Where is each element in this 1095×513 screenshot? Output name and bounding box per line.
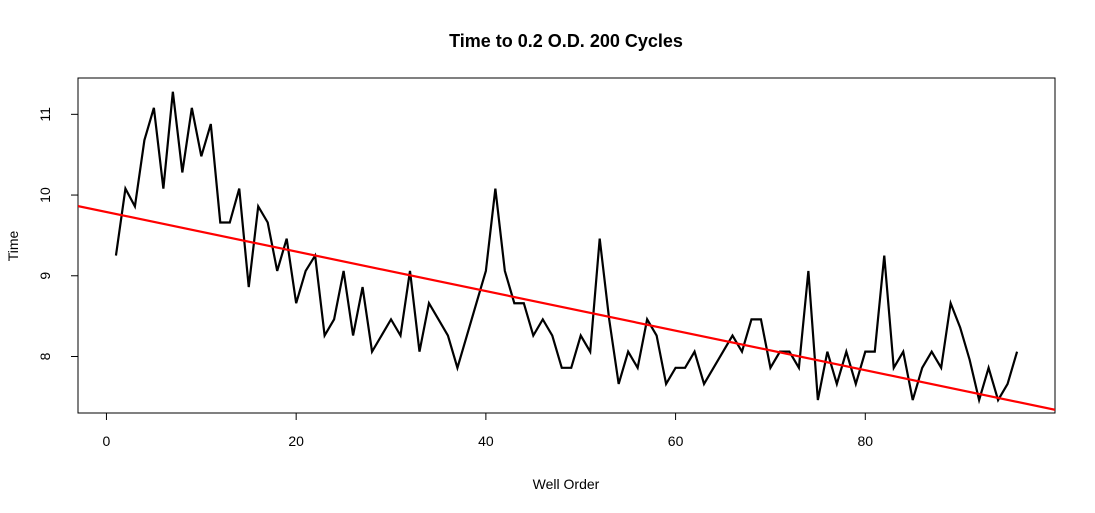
- x-tick-label: 0: [103, 433, 111, 449]
- y-tick-label: 10: [37, 187, 53, 203]
- x-tick-label: 60: [668, 433, 684, 449]
- regression-trend-line: [78, 204, 1055, 411]
- y-axis-label: Time: [5, 230, 21, 261]
- y-tick-label: 11: [37, 107, 53, 122]
- plot-frame: [77, 77, 1056, 414]
- y-tick-label: 8: [37, 352, 53, 360]
- chart-title: Time to 0.2 O.D. 200 Cycles: [449, 31, 683, 51]
- x-tick-label: 80: [858, 433, 874, 449]
- x-tick-label: 20: [288, 433, 304, 449]
- y-tick-label: 9: [37, 272, 53, 280]
- x-axis: 0 20 40 60 80: [103, 412, 874, 449]
- y-axis: 8 9 10 11: [37, 107, 79, 360]
- time-series-line: [114, 91, 1019, 405]
- x-tick-label: 40: [478, 433, 494, 449]
- plot-area: [78, 91, 1055, 411]
- x-axis-label: Well Order: [533, 476, 600, 492]
